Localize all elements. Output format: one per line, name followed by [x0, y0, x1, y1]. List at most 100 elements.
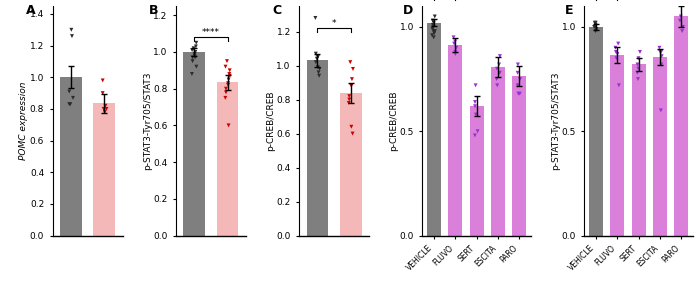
Point: [97, 91, 108, 95]
Bar: [674, 17, 688, 236]
Point: [494, 70, 505, 75]
Point: [449, 41, 460, 46]
Point: [656, 62, 667, 67]
Point: [67, 95, 78, 100]
Point: [190, 40, 202, 45]
Bar: [307, 60, 328, 236]
Point: [223, 82, 234, 87]
Point: [472, 129, 483, 134]
Bar: [470, 106, 484, 236]
Point: [312, 55, 323, 59]
Point: [676, 14, 687, 19]
Point: [97, 78, 108, 83]
Point: [590, 22, 601, 27]
Bar: [631, 64, 645, 236]
Point: [678, 24, 689, 29]
Point: [344, 94, 355, 98]
Point: [427, 18, 438, 23]
Point: [187, 59, 198, 63]
Point: [449, 39, 461, 44]
Point: [346, 77, 358, 82]
Point: [612, 41, 624, 46]
Y-axis label: p-CREB/CREB: p-CREB/CREB: [266, 91, 275, 151]
Point: [224, 72, 235, 76]
Point: [448, 35, 459, 40]
Point: [589, 24, 600, 29]
Point: [633, 66, 644, 71]
Point: [494, 54, 505, 59]
Point: [344, 60, 356, 65]
Point: [428, 24, 439, 29]
Point: [188, 46, 199, 51]
Point: [343, 101, 354, 105]
Point: [494, 62, 505, 67]
Point: [220, 64, 231, 69]
Point: [189, 53, 200, 58]
Y-axis label: p-STAT3-Tyr705/STAT3: p-STAT3-Tyr705/STAT3: [143, 72, 152, 170]
Point: [426, 33, 438, 38]
Point: [310, 60, 321, 65]
Point: [223, 77, 235, 82]
Point: [347, 66, 358, 71]
Y-axis label: p-STAT3-Tyr705/STAT3: p-STAT3-Tyr705/STAT3: [551, 72, 560, 170]
Point: [632, 62, 643, 67]
Point: [347, 131, 358, 136]
Point: [220, 86, 232, 91]
Point: [491, 83, 503, 88]
Y-axis label: p-CREB/CREB: p-CREB/CREB: [389, 91, 398, 151]
Point: [449, 50, 461, 54]
Bar: [512, 76, 526, 236]
Point: [470, 83, 481, 88]
Bar: [183, 52, 205, 236]
Point: [190, 50, 201, 54]
Point: [220, 90, 232, 95]
Point: [610, 45, 621, 50]
Point: [186, 72, 197, 76]
Point: [221, 59, 232, 63]
Bar: [427, 23, 441, 236]
Point: [189, 51, 200, 56]
Text: C: C: [272, 4, 281, 17]
Point: [428, 24, 439, 29]
Point: [312, 65, 323, 70]
Point: [428, 29, 440, 34]
Point: [429, 14, 440, 19]
Point: [429, 29, 440, 34]
Point: [512, 83, 523, 88]
Text: *: *: [332, 19, 337, 28]
Text: D: D: [402, 4, 413, 17]
Point: [187, 55, 198, 60]
Point: [612, 52, 623, 56]
Point: [470, 104, 481, 109]
Point: [613, 83, 624, 88]
Point: [310, 15, 321, 20]
Text: B: B: [149, 4, 159, 17]
Point: [451, 45, 462, 50]
Point: [674, 18, 685, 23]
Point: [655, 108, 666, 113]
Point: [513, 91, 524, 96]
Point: [64, 102, 75, 107]
Bar: [491, 66, 505, 236]
Bar: [653, 57, 667, 236]
Point: [191, 64, 202, 69]
Point: [677, 29, 688, 34]
Bar: [610, 55, 624, 236]
Y-axis label: POMC expression: POMC expression: [20, 82, 29, 160]
Point: [186, 48, 197, 53]
Point: [470, 100, 481, 104]
Bar: [589, 27, 603, 236]
Point: [220, 95, 231, 100]
Point: [654, 50, 666, 54]
Point: [314, 73, 325, 78]
Point: [656, 50, 667, 54]
Point: [64, 89, 75, 94]
Point: [491, 66, 503, 71]
Text: ****: ****: [202, 28, 220, 37]
Point: [427, 27, 438, 31]
Point: [224, 73, 235, 78]
Point: [344, 97, 355, 102]
Bar: [449, 45, 462, 236]
Point: [589, 24, 601, 29]
Point: [313, 70, 324, 75]
